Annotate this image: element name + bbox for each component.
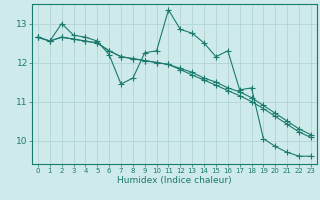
X-axis label: Humidex (Indice chaleur): Humidex (Indice chaleur)	[117, 176, 232, 185]
